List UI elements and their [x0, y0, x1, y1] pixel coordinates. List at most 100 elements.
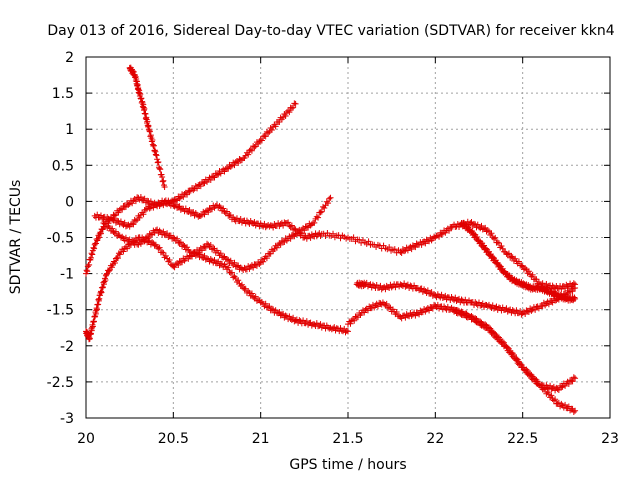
data-point: [261, 132, 268, 139]
data-point: [155, 158, 162, 165]
data-point: [446, 227, 453, 234]
data-point: [317, 209, 324, 216]
data-point: [160, 177, 167, 184]
data-point: [194, 250, 201, 257]
data-point: [386, 244, 393, 251]
data-point: [488, 230, 495, 237]
data-point: [321, 204, 328, 211]
y-tick-label: 1: [65, 122, 74, 138]
series-arc-3: [83, 194, 334, 343]
data-point: [510, 351, 517, 358]
data-point: [91, 241, 98, 248]
data-point: [141, 238, 148, 245]
data-point: [292, 100, 299, 107]
data-point: [140, 211, 147, 218]
y-tick-label: -2.5: [47, 375, 74, 391]
data-point: [365, 238, 372, 245]
data-point: [86, 261, 93, 268]
data-point: [418, 241, 425, 248]
data-point: [471, 220, 478, 227]
data-point: [512, 255, 519, 262]
data-point: [504, 344, 511, 351]
data-point: [398, 315, 405, 322]
data-point: [202, 244, 209, 251]
data-point: [383, 300, 390, 307]
data-point: [105, 268, 112, 275]
data-point: [186, 188, 193, 195]
data-point: [197, 251, 204, 258]
data-point: [347, 320, 354, 327]
data-point: [569, 288, 576, 295]
data-point: [570, 409, 577, 416]
y-tick-label: -1.5: [47, 303, 74, 319]
data-point: [534, 378, 541, 385]
data-point: [119, 206, 126, 213]
data-point: [528, 307, 535, 314]
data-point: [260, 258, 267, 265]
y-tick-label: -0.5: [47, 231, 74, 247]
data-point: [124, 245, 131, 252]
data-point: [517, 360, 524, 367]
data-point: [130, 221, 137, 228]
x-tick-label: 22.5: [507, 431, 538, 447]
data-point: [532, 306, 539, 313]
data-point: [199, 247, 206, 254]
y-tick-labels: 2 1.5 1 0.5 0 -0.5 -1 -1.5 -2 -2.5 -3: [47, 50, 74, 427]
data-point: [91, 245, 98, 252]
data-point: [572, 295, 579, 302]
data-point: [327, 194, 334, 201]
data-point: [262, 300, 269, 307]
data-point: [247, 146, 254, 153]
data-point: [473, 316, 480, 322]
data-point: [111, 260, 118, 267]
data-point: [227, 257, 234, 264]
y-tick-label: 0.5: [52, 158, 74, 174]
data-point: [303, 223, 310, 230]
data-point: [459, 309, 466, 316]
data-point: [286, 313, 293, 320]
data-point: [110, 258, 117, 265]
data-point: [169, 199, 176, 206]
data-point: [273, 244, 280, 251]
data-point: [225, 264, 232, 271]
data-point: [482, 245, 489, 252]
data-point: [96, 234, 103, 241]
data-point: [149, 239, 156, 246]
data-point: [142, 206, 149, 213]
series-arc-8: [458, 219, 579, 304]
x-tick-label: 21: [252, 431, 270, 447]
data-point: [171, 264, 178, 271]
data-point: [89, 251, 96, 258]
data-point: [520, 364, 527, 371]
data-point: [554, 386, 561, 393]
data-point: [211, 256, 218, 263]
data-point: [214, 171, 220, 178]
data-point: [295, 227, 302, 234]
data-point: [466, 313, 473, 320]
data-point: [513, 357, 520, 364]
data-point: [374, 303, 381, 310]
data-point: [538, 382, 545, 389]
data-point: [175, 262, 182, 269]
data-point: [245, 151, 252, 158]
x-tick-label: 21.5: [332, 431, 363, 447]
data-point: [125, 201, 132, 208]
data-point: [500, 339, 507, 346]
data-point: [248, 147, 255, 154]
data-point: [122, 234, 129, 241]
series-arc-6: [353, 279, 579, 318]
data-point: [456, 308, 463, 315]
data-point: [217, 170, 224, 177]
data-point: [325, 200, 332, 207]
data-point: [528, 371, 535, 378]
data-point: [156, 227, 163, 234]
data-point: [330, 230, 337, 237]
data-point: [150, 142, 157, 149]
data-point: [515, 258, 522, 265]
data-point: [108, 264, 115, 271]
data-point: [528, 273, 535, 280]
data-point: [197, 213, 204, 220]
data-point: [265, 130, 272, 137]
y-tick-label: -2: [60, 339, 74, 355]
data-point: [180, 193, 187, 200]
